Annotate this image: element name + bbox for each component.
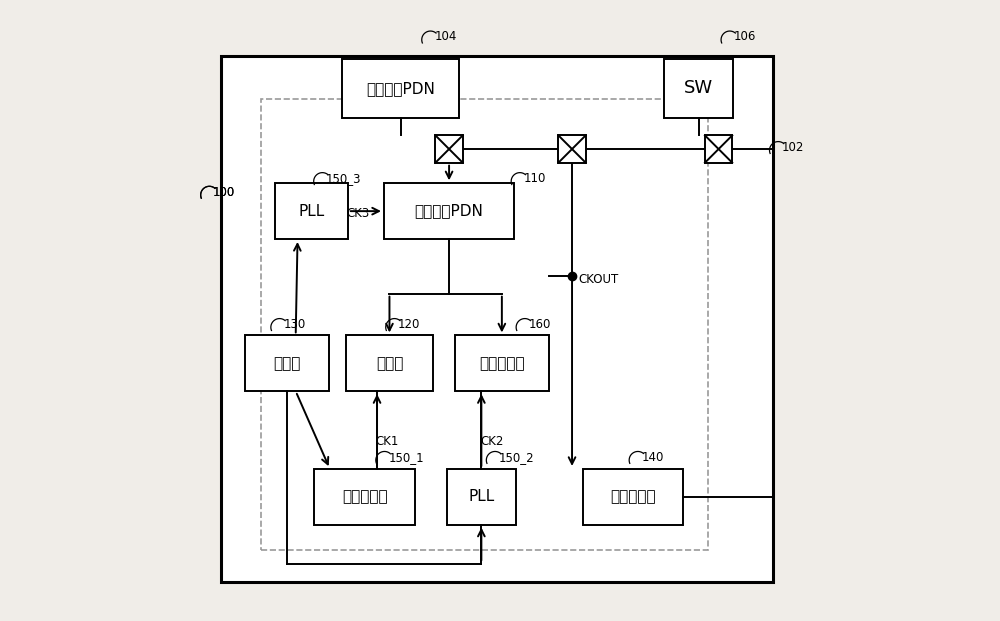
Bar xyxy=(583,469,683,525)
Text: 100: 100 xyxy=(213,186,235,199)
Text: 120: 120 xyxy=(398,318,421,331)
Text: CKOUT: CKOUT xyxy=(578,273,618,286)
Bar xyxy=(275,183,348,239)
Text: PLL: PLL xyxy=(298,204,324,219)
Bar xyxy=(435,135,463,163)
Text: 控制器: 控制器 xyxy=(273,356,301,371)
Text: 150_3: 150_3 xyxy=(326,172,362,185)
Text: 100: 100 xyxy=(213,186,235,199)
Bar xyxy=(261,99,708,550)
Bar xyxy=(664,59,733,118)
Bar xyxy=(558,135,586,163)
Text: 自适应的PDN: 自适应的PDN xyxy=(415,204,484,219)
Text: 抖动产生器: 抖动产生器 xyxy=(479,356,525,371)
Bar xyxy=(384,183,514,239)
Bar xyxy=(245,335,329,391)
Text: 驱动器: 驱动器 xyxy=(376,356,403,371)
Bar xyxy=(346,335,433,391)
Text: CK3: CK3 xyxy=(346,207,369,220)
Bar xyxy=(221,56,773,582)
Text: 芯片外的PDN: 芯片外的PDN xyxy=(366,81,435,96)
Text: 130: 130 xyxy=(283,318,306,331)
Text: SW: SW xyxy=(684,79,713,97)
Text: CK1: CK1 xyxy=(376,435,399,448)
Text: 150_2: 150_2 xyxy=(499,451,534,464)
Text: CK2: CK2 xyxy=(480,435,504,448)
Text: 102: 102 xyxy=(782,141,804,154)
Text: PLL: PLL xyxy=(468,489,494,504)
Bar xyxy=(705,135,732,163)
Text: 110: 110 xyxy=(524,172,546,185)
Text: 160: 160 xyxy=(529,318,551,331)
Text: 150_1: 150_1 xyxy=(388,451,424,464)
Text: 抖动量测仪: 抖动量测仪 xyxy=(610,489,656,504)
Bar xyxy=(314,469,415,525)
Text: 106: 106 xyxy=(733,30,756,43)
Text: 140: 140 xyxy=(642,451,664,464)
Text: 104: 104 xyxy=(434,30,457,43)
Bar xyxy=(342,59,459,118)
Bar xyxy=(447,469,516,525)
Bar xyxy=(455,335,549,391)
Text: 模式产生器: 模式产生器 xyxy=(342,489,387,504)
